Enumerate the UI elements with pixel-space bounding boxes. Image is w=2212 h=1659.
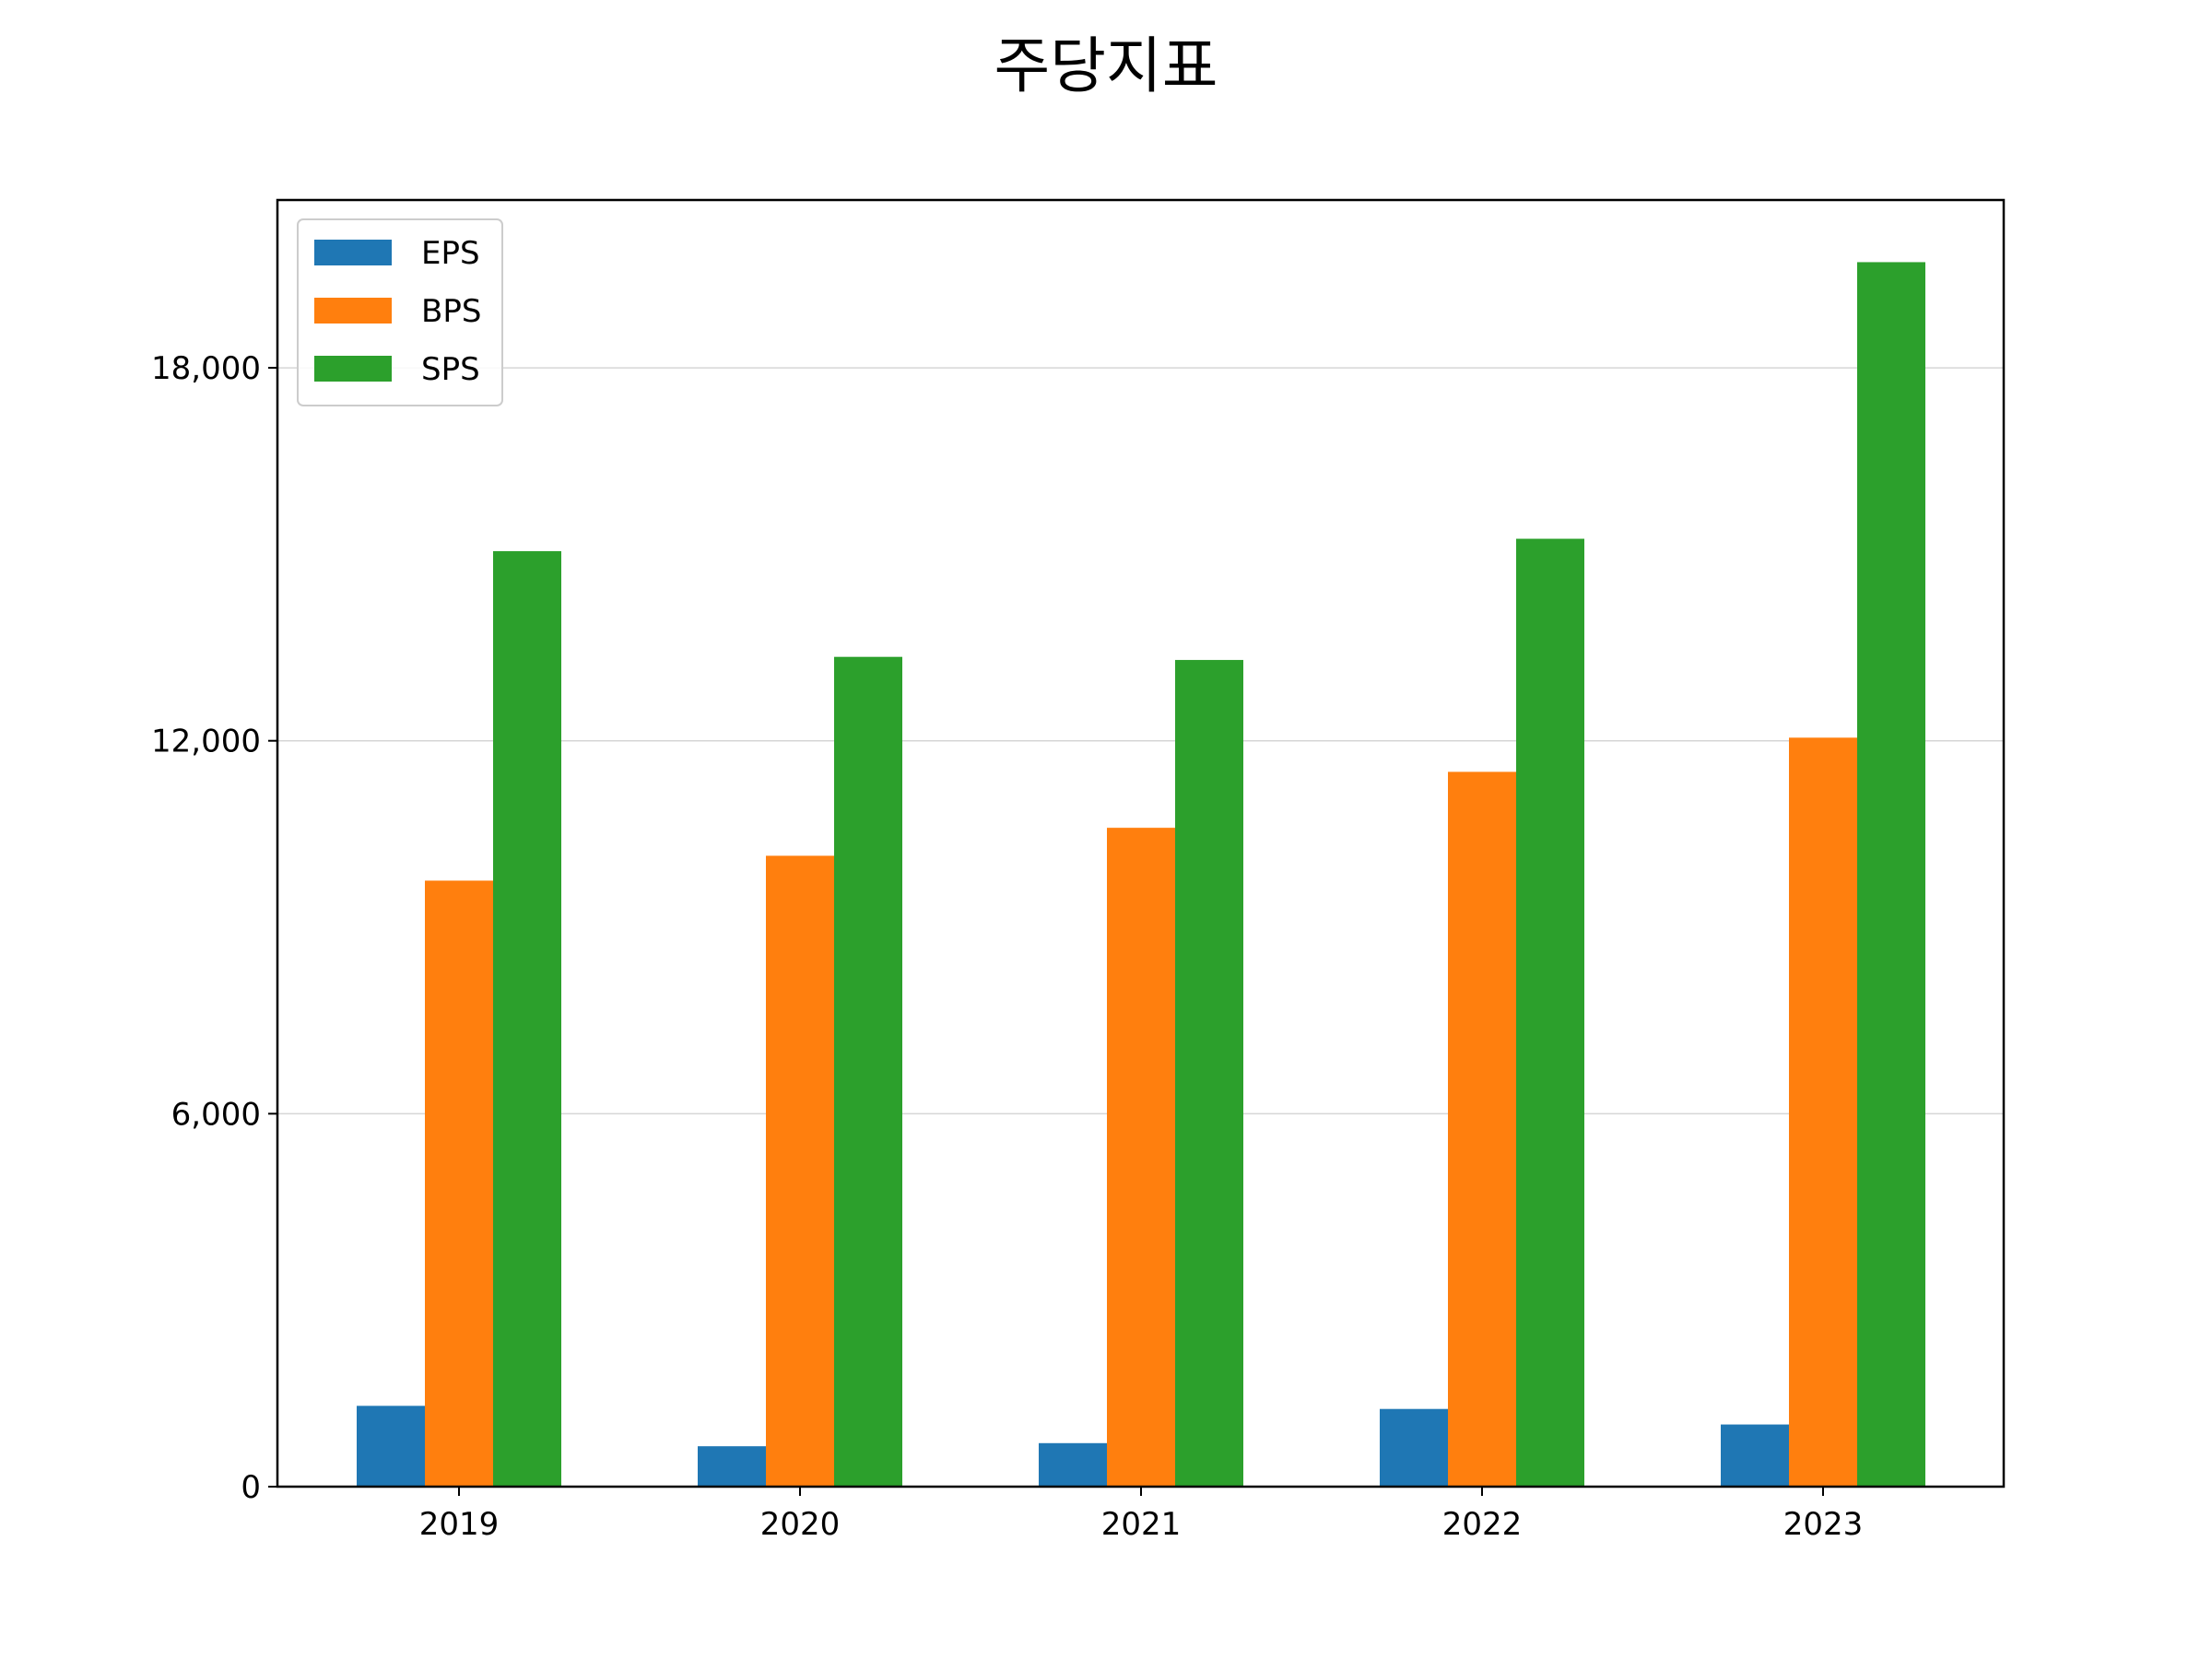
bar-eps-2019 bbox=[357, 1406, 425, 1487]
y-tick-label: 0 bbox=[241, 1469, 261, 1506]
legend-swatch-bps bbox=[314, 298, 392, 324]
bar-eps-2023 bbox=[1721, 1424, 1789, 1487]
legend-swatch-sps bbox=[314, 356, 392, 382]
bar-sps-2022 bbox=[1516, 538, 1584, 1487]
x-tick-label: 2021 bbox=[1101, 1506, 1182, 1543]
legend: EPS BPS SPS bbox=[297, 218, 503, 406]
legend-label-sps: SPS bbox=[421, 351, 480, 388]
legend-label-eps: EPS bbox=[421, 235, 480, 272]
bars-layer bbox=[357, 262, 1925, 1488]
bar-eps-2020 bbox=[698, 1446, 766, 1487]
bar-bps-2019 bbox=[425, 880, 493, 1487]
x-tick-label: 2022 bbox=[1442, 1506, 1523, 1543]
y-tick-label: 6,000 bbox=[171, 1096, 261, 1133]
bar-eps-2022 bbox=[1380, 1408, 1448, 1487]
y-tick-label: 12,000 bbox=[151, 724, 261, 760]
legend-swatch-eps bbox=[314, 240, 392, 265]
bar-sps-2021 bbox=[1175, 660, 1243, 1487]
bar-bps-2020 bbox=[766, 855, 834, 1487]
bar-bps-2023 bbox=[1789, 737, 1857, 1487]
x-tick-label: 2023 bbox=[1783, 1506, 1864, 1543]
axis-layer: 0 6,000 12,000 18,000 2019 2020 2021 2022 2023 bbox=[151, 350, 1863, 1543]
bar-eps-2021 bbox=[1039, 1442, 1107, 1487]
bar-sps-2020 bbox=[834, 656, 902, 1487]
x-tick-label: 2020 bbox=[760, 1506, 841, 1543]
bar-sps-2019 bbox=[493, 551, 561, 1487]
bar-bps-2022 bbox=[1448, 771, 1516, 1487]
y-tick-label: 18,000 bbox=[151, 350, 261, 387]
chart-title: 주당지표 bbox=[994, 30, 1218, 101]
x-tick-label: 2019 bbox=[419, 1506, 500, 1543]
bar-bps-2021 bbox=[1107, 828, 1175, 1487]
legend-label-bps: BPS bbox=[421, 293, 481, 330]
bar-sps-2023 bbox=[1857, 262, 1925, 1488]
